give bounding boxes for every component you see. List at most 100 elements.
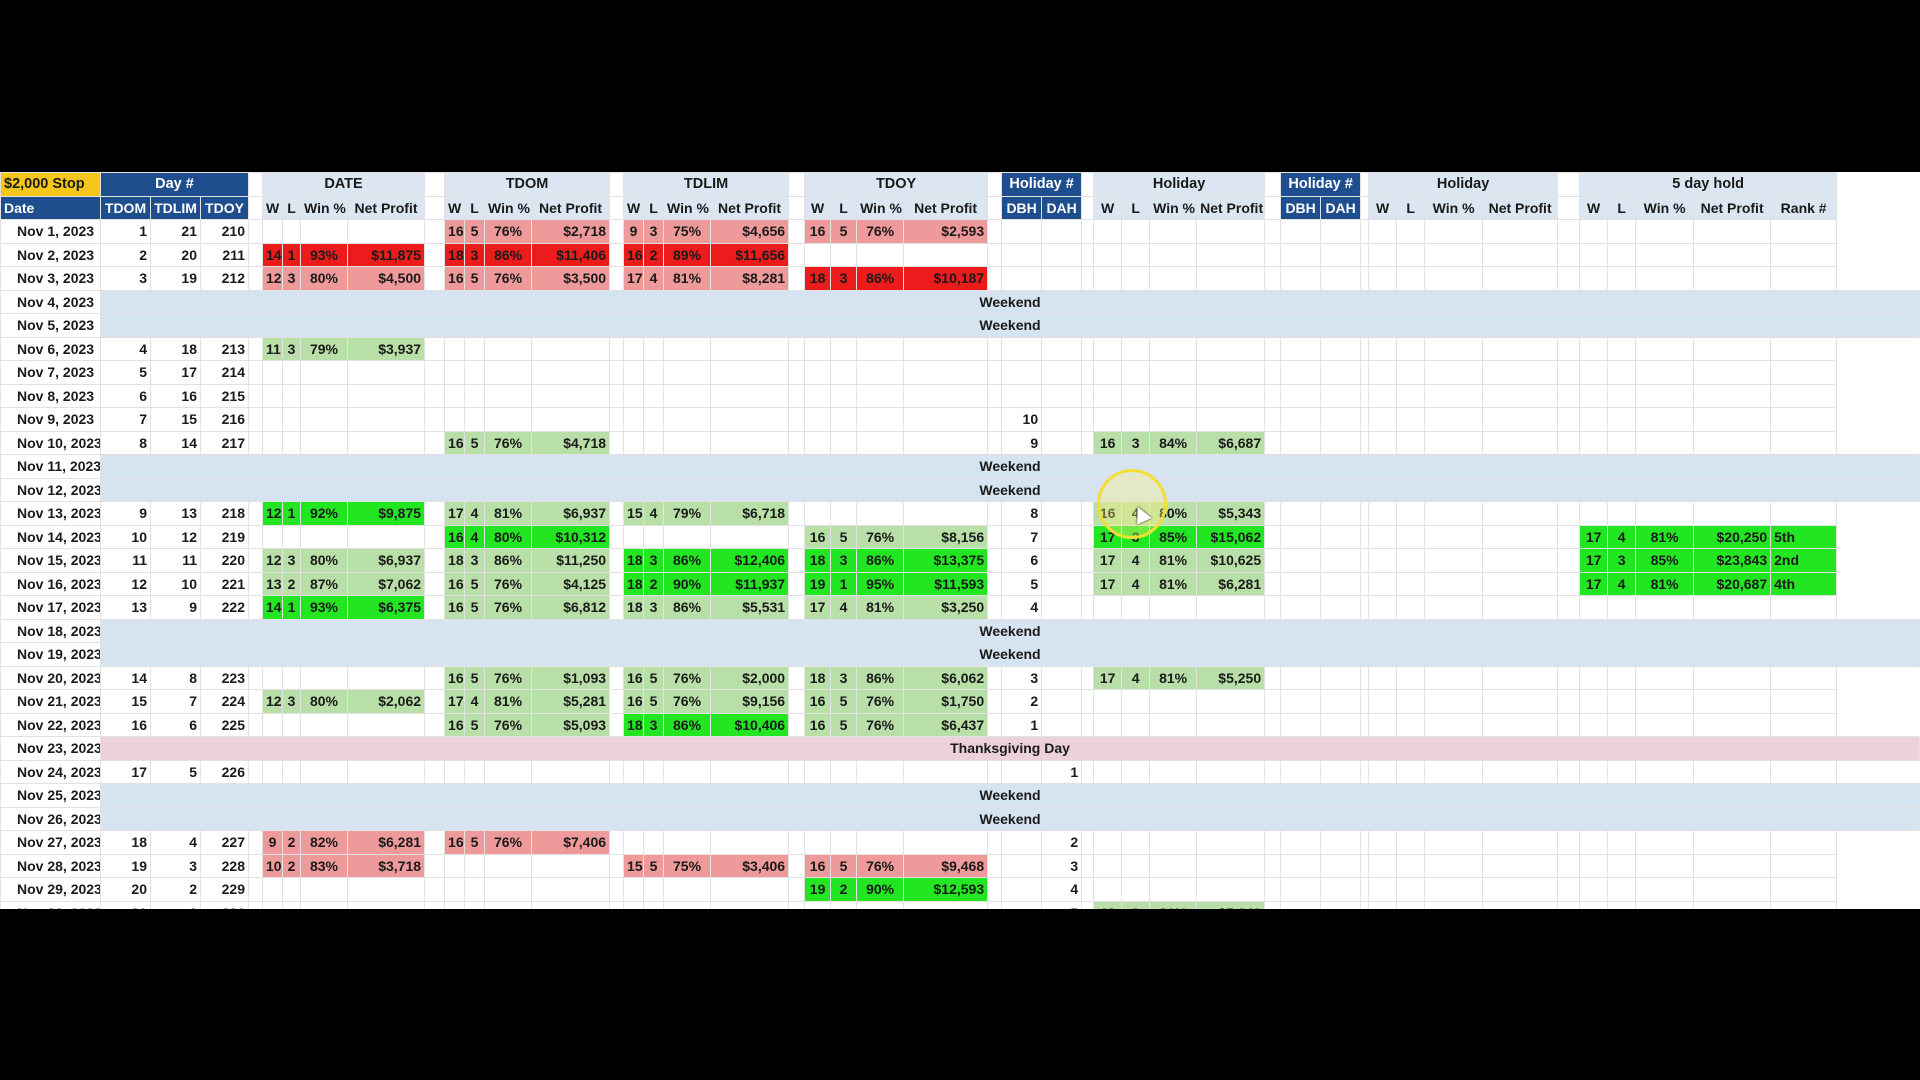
losses-cell[interactable]: 3 [282,689,301,714]
net-profit-cell[interactable] [903,383,989,408]
losses-cell[interactable] [282,759,301,784]
net-profit-cell[interactable]: $4,125 [531,571,611,596]
losses-cell[interactable] [282,430,301,455]
date-cell[interactable]: Nov 21, 2023 [0,689,101,714]
cell[interactable] [248,571,263,596]
tdoy-cell[interactable]: 220 [200,548,249,573]
net-profit-cell[interactable]: $1,093 [531,665,611,690]
losses-cell[interactable] [1607,501,1637,526]
wins-cell[interactable]: 17 [1579,548,1609,573]
win-pct-cell[interactable] [1149,266,1198,291]
cell[interactable] [424,407,446,432]
wins-cell[interactable] [804,830,832,855]
cell[interactable] [987,360,1003,385]
wins-cell[interactable]: 16 [623,689,645,714]
net-profit-cell[interactable] [710,524,790,549]
net-profit-cell[interactable]: $6,062 [903,665,989,690]
wins-cell[interactable] [1368,524,1398,549]
tdlim-cell[interactable]: 7 [150,689,201,714]
date-cell[interactable]: Nov 4, 2023 [0,289,101,314]
losses-cell[interactable] [1396,430,1426,455]
net-profit-cell[interactable] [1196,407,1266,432]
tdoy-cell[interactable]: 224 [200,689,249,714]
tdom-cell[interactable]: 19 [100,853,151,878]
dbh-cell[interactable] [1280,595,1322,620]
net-profit-cell[interactable]: $6,937 [531,501,611,526]
cell[interactable] [987,336,1003,361]
win-pct-cell[interactable] [484,360,533,385]
win-pct-cell[interactable]: 93% [300,242,348,267]
losses-cell[interactable] [643,336,665,361]
wins-cell[interactable] [1093,242,1123,267]
wins-cell[interactable] [1579,712,1609,737]
tdoy-cell[interactable]: 216 [200,407,249,432]
wins-cell[interactable] [444,759,466,784]
net-profit-cell[interactable] [531,759,611,784]
win-pct-cell[interactable] [300,383,348,408]
cell[interactable] [424,900,446,909]
wins-cell[interactable]: 13 [262,571,283,596]
dah-cell[interactable] [1041,524,1083,549]
net-profit-cell[interactable] [1196,830,1266,855]
dah-cell[interactable] [1320,900,1362,909]
cell[interactable] [788,900,806,909]
tdom-cell[interactable]: 10 [100,524,151,549]
losses-cell[interactable]: 3 [464,242,486,267]
dah-cell[interactable] [1041,242,1083,267]
dah-cell[interactable] [1041,595,1083,620]
win-pct-cell[interactable] [1635,830,1695,855]
dah-cell[interactable] [1320,242,1362,267]
win-pct-cell[interactable] [1149,759,1198,784]
cell[interactable] [1264,900,1282,909]
dbh-cell[interactable] [1280,900,1322,909]
band-label[interactable]: Weekend [100,313,1920,338]
cell[interactable] [788,524,806,549]
cell[interactable] [1360,242,1370,267]
band-label[interactable]: Thanksgiving Day [100,736,1920,761]
net-profit-cell[interactable] [346,877,426,902]
tdoy-cell[interactable]: 212 [200,266,249,291]
cell[interactable] [1081,900,1095,909]
cell[interactable] [788,759,806,784]
date-cell[interactable]: Nov 1, 2023 [0,219,101,244]
dah-cell[interactable] [1320,430,1362,455]
losses-cell[interactable]: 3 [830,548,858,573]
losses-cell[interactable]: 5 [464,430,486,455]
net-profit-cell[interactable] [531,407,611,432]
cell[interactable] [1557,407,1581,432]
tdom-cell[interactable]: 9 [100,501,151,526]
dbh-cell[interactable] [1280,665,1322,690]
cell[interactable] [1557,595,1581,620]
losses-cell[interactable] [1121,853,1151,878]
win-pct-cell[interactable] [300,524,348,549]
net-profit-cell[interactable]: $3,250 [903,595,989,620]
cell[interactable] [1557,877,1581,902]
net-profit-cell[interactable]: $2,718 [531,219,611,244]
win-pct-cell[interactable]: 76% [856,712,905,737]
cell[interactable] [1264,430,1282,455]
win-pct-cell[interactable]: 76% [484,571,533,596]
losses-cell[interactable] [282,900,301,909]
cell[interactable] [1557,665,1581,690]
rank-cell[interactable] [1770,689,1838,714]
cell[interactable] [609,712,625,737]
cell[interactable] [1557,360,1581,385]
net-profit-cell[interactable] [710,830,790,855]
win-pct-cell[interactable]: 86% [663,595,712,620]
win-pct-cell[interactable]: 76% [663,689,712,714]
losses-cell[interactable]: 3 [1607,548,1637,573]
wins-cell[interactable]: 18 [444,548,466,573]
date-cell[interactable]: Nov 8, 2023 [0,383,101,408]
cell[interactable] [1360,595,1370,620]
dbh-cell[interactable] [1280,407,1322,432]
losses-cell[interactable] [1396,548,1426,573]
losses-cell[interactable]: 3 [282,336,301,361]
losses-cell[interactable] [1396,595,1426,620]
tdom-cell[interactable]: 17 [100,759,151,784]
net-profit-cell[interactable]: $2,000 [710,665,790,690]
win-pct-cell[interactable] [1635,407,1695,432]
dah-cell[interactable] [1320,595,1362,620]
cell[interactable] [1081,383,1095,408]
tdom-cell[interactable]: 21 [100,900,151,909]
rank-cell[interactable] [1770,712,1838,737]
